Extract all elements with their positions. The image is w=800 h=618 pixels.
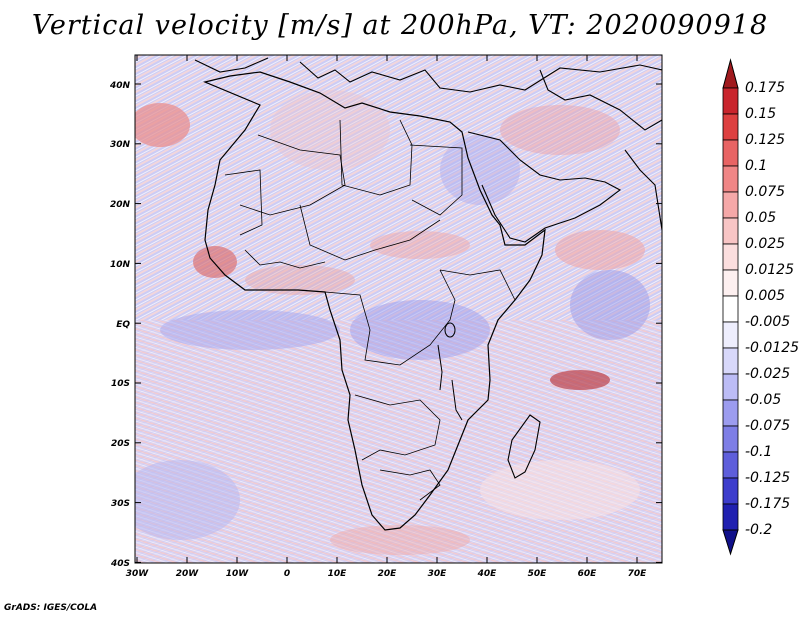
- colorbar-label: 0.0125: [745, 262, 794, 278]
- colorbar-labels: 0.175 0.15 0.125 0.1 0.075 0.05 0.025 0.…: [745, 80, 799, 538]
- colorbar-swatch: [722, 139, 739, 167]
- lon-label: 70E: [628, 569, 648, 579]
- footer-credit: GrADS: IGES/COLA: [4, 603, 98, 613]
- colorbar-swatch: [722, 191, 739, 219]
- map-field: [135, 55, 662, 563]
- colorbar-label: -0.025: [745, 366, 790, 382]
- colorbar-label: -0.005: [745, 314, 790, 330]
- lat-label: 30N: [110, 140, 131, 150]
- country-borders: [224, 119, 516, 501]
- lat-label: 40S: [110, 559, 130, 569]
- colorbar-swatch: [722, 477, 739, 505]
- colorbar-swatch: [722, 243, 739, 271]
- colorbar-swatch: [722, 451, 739, 479]
- lat-label: 20N: [110, 200, 131, 210]
- europe-coast: [194, 57, 662, 93]
- lon-label: 50E: [528, 569, 548, 579]
- colorbar-swatch: [722, 87, 739, 115]
- colorbar-swatch: [722, 347, 739, 375]
- lat-label: 20S: [111, 439, 130, 449]
- lon-label: 30W: [126, 569, 150, 579]
- lon-labels: 30W 20W 10W 0 10E 20E 30E 40E 50E 60E 70…: [126, 569, 647, 579]
- colorbar-swatch: [722, 113, 739, 141]
- colorbar-swatch: [722, 425, 739, 453]
- lon-label: 20E: [378, 569, 398, 579]
- lon-label: 0: [284, 569, 290, 579]
- colorbar-label: 0.025: [745, 236, 785, 252]
- colorbar-label: 0.175: [745, 80, 785, 96]
- colorbar-label: -0.075: [745, 418, 790, 434]
- chart-title: Vertical velocity [m/s] at 200hPa, VT: 2…: [31, 10, 769, 41]
- colorbar-swatch: [722, 399, 739, 427]
- lon-label: 10W: [226, 569, 250, 579]
- axis-ticks: [135, 55, 662, 563]
- colorbar-label: -0.1: [745, 444, 772, 460]
- colorbar-label: -0.125: [745, 470, 790, 486]
- colorbar-label: 0.05: [745, 210, 776, 226]
- map-frame: [134, 54, 663, 564]
- lon-label: 40E: [477, 569, 498, 579]
- lat-label: 10N: [110, 260, 131, 270]
- colorbar-label: -0.175: [745, 496, 790, 512]
- lakes: [437, 322, 463, 421]
- colorbar-swatch: [722, 269, 739, 297]
- colorbar-top-arrow: [722, 58, 739, 89]
- colorbar-label: 0.1: [745, 158, 767, 174]
- colorbar-swatch: [722, 295, 739, 323]
- madagascar: [507, 414, 541, 479]
- colorbar-label: 0.005: [745, 288, 785, 304]
- colorbar-swatch: [722, 321, 739, 349]
- colorbar-swatch: [722, 217, 739, 245]
- colorbar-swatch: [722, 373, 739, 401]
- lat-label: 10S: [111, 379, 130, 389]
- colorbar-swatch: [722, 503, 739, 531]
- colorbar-label: -0.2: [745, 522, 772, 538]
- colorbar-label: 0.075: [745, 184, 785, 200]
- lat-label: EQ: [116, 320, 130, 330]
- colorbar-label: 0.125: [745, 132, 785, 148]
- colorbar-bottom-arrow: [722, 529, 739, 556]
- colorbar-swatch: [722, 165, 739, 193]
- lon-label: 20W: [176, 569, 200, 579]
- colorbar: [722, 58, 739, 556]
- lon-label: 60E: [578, 569, 598, 579]
- africa-coastline: [203, 71, 546, 531]
- colorbar-label: -0.0125: [745, 340, 799, 356]
- lat-label: 30S: [111, 499, 130, 509]
- lat-label: 40N: [109, 81, 131, 91]
- colorbar-label: 0.15: [745, 106, 776, 122]
- lat-labels: 40N 30N 20N 10N EQ 10S 20S 30S 40S: [109, 81, 131, 569]
- lon-label: 30E: [428, 569, 448, 579]
- caspian-iran: [539, 69, 662, 231]
- lon-label: 10E: [328, 569, 348, 579]
- arabia: [467, 131, 622, 243]
- colorbar-label: -0.05: [745, 392, 781, 408]
